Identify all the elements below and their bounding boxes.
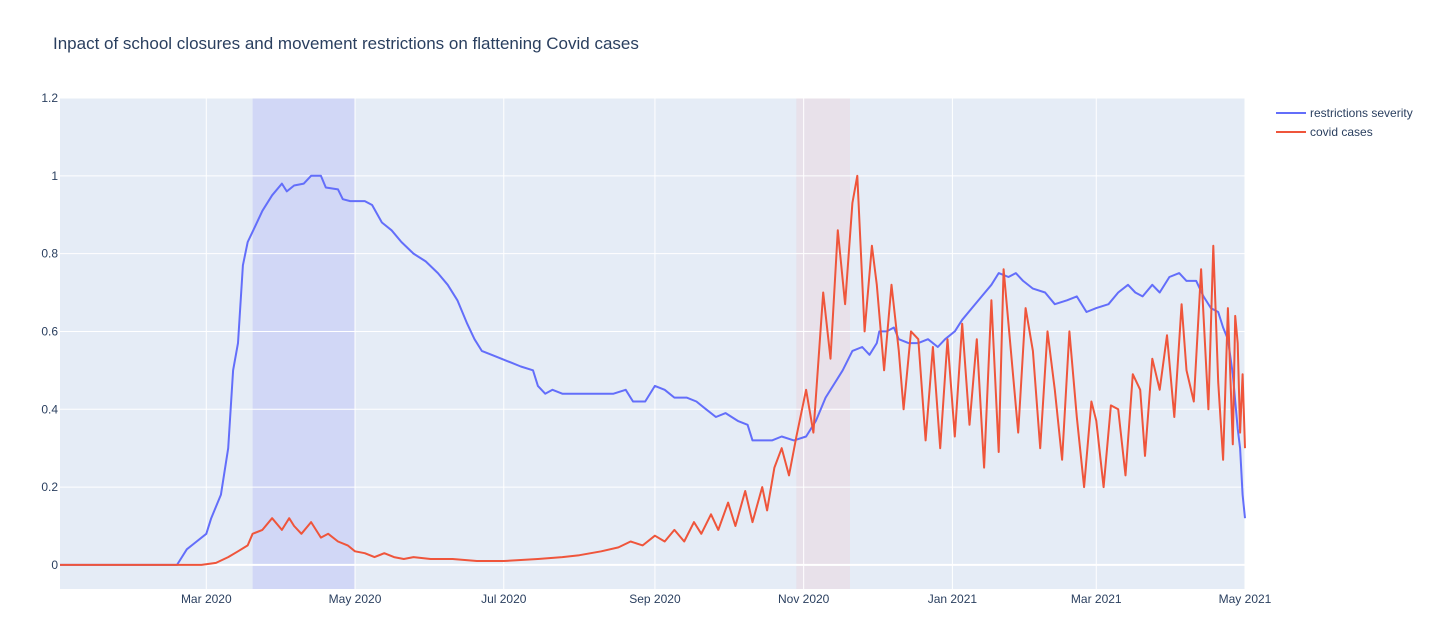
x-tick-label: May 2020: [329, 592, 382, 606]
y-tick-label: 0.6: [41, 324, 58, 338]
x-tick-label: Mar 2021: [1071, 592, 1122, 606]
x-tick-label: Jan 2021: [928, 592, 978, 606]
series-line-1: [60, 174, 1246, 566]
shaded-region-0: [252, 98, 356, 589]
legend-label: restrictions severity: [1310, 106, 1413, 120]
x-tick-label: May 2021: [1219, 592, 1272, 606]
x-tick-label: Mar 2020: [181, 592, 232, 606]
x-tick-label: Jul 2020: [481, 592, 527, 606]
y-tick-label: 0.4: [41, 402, 58, 416]
y-tick-label: 0.2: [41, 480, 58, 494]
legend-item-restrictions[interactable]: restrictions severity: [1276, 106, 1413, 120]
chart-title: Inpact of school closures and movement r…: [53, 34, 639, 53]
legend-label: covid cases: [1310, 125, 1373, 139]
shaded-periods: [252, 98, 850, 589]
x-tick-label: Sep 2020: [629, 592, 681, 606]
shaded-region-1: [796, 98, 850, 589]
legend: restrictions severity covid cases: [1276, 106, 1413, 139]
legend-item-covid-cases[interactable]: covid cases: [1276, 125, 1373, 139]
series-lines: [60, 174, 1246, 566]
y-tick-label: 1.2: [41, 91, 58, 105]
y-tick-label: 1: [51, 169, 58, 183]
series-line-0: [60, 174, 1246, 566]
gridlines: [60, 97, 1246, 589]
y-axis-ticks: 0 0.2 0.4 0.6 0.8 1 1.2: [41, 91, 58, 572]
x-axis-ticks: Mar 2020 May 2020 Jul 2020 Sep 2020 Nov 2020…: [181, 592, 1272, 606]
x-tick-label: Nov 2020: [778, 592, 830, 606]
y-tick-label: 0: [51, 558, 58, 572]
y-tick-label: 0.8: [41, 247, 58, 261]
